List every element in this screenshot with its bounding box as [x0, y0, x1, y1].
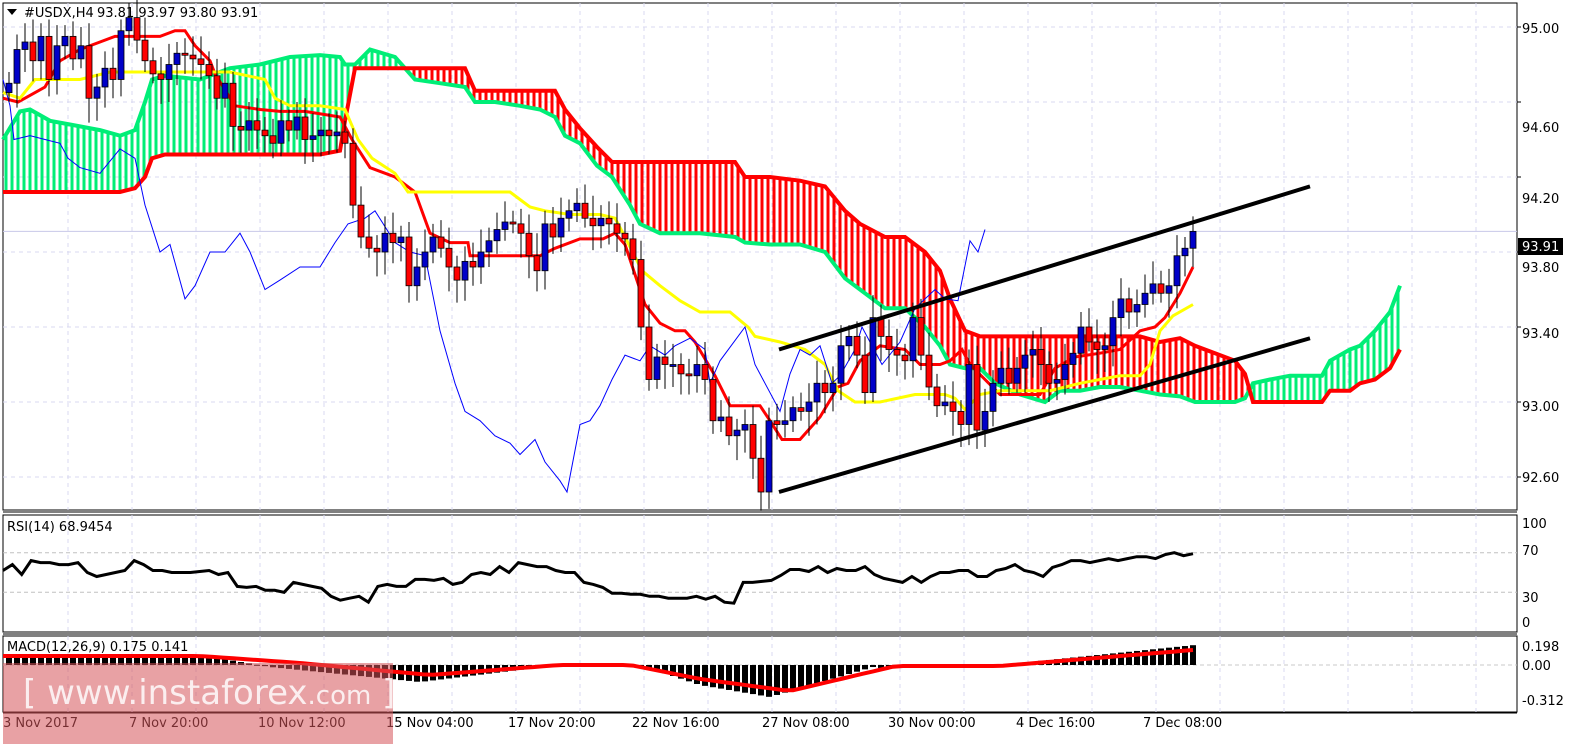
- time-tick: 7 Dec 08:00: [1143, 716, 1222, 731]
- rsi-tick: 0: [1522, 616, 1530, 631]
- upper-trendline: [778, 184, 1311, 352]
- time-tick: 30 Nov 00:00: [888, 716, 976, 731]
- time-tick: 27 Nov 08:00: [762, 716, 850, 731]
- time-tick: 7 Nov 20:00: [129, 716, 208, 731]
- macd-tick: -0.312: [1522, 694, 1564, 709]
- price-tick: 92.60: [1522, 471, 1559, 486]
- current-price-label: 93.91: [1522, 240, 1559, 255]
- trend-channel-lines[interactable]: [778, 184, 1311, 494]
- time-tick: 10 Nov 12:00: [258, 716, 346, 731]
- price-candles: [5, 0, 1197, 511]
- time-tick: 4 Dec 16:00: [1016, 716, 1095, 731]
- price-tick: 93.40: [1522, 327, 1559, 342]
- price-tick: 93.80: [1522, 261, 1559, 276]
- macd-axis: 0.198 0.00 -0.312: [1522, 640, 1564, 709]
- rsi-tick: 70: [1522, 544, 1539, 559]
- time-tick: 22 Nov 16:00: [632, 716, 720, 731]
- macd-tick: 0.198: [1522, 640, 1559, 655]
- lower-trendline: [778, 336, 1311, 494]
- rsi-tick: 100: [1522, 517, 1547, 532]
- rsi-label: RSI(14) 68.9454: [7, 520, 113, 535]
- ichimoku-lines: [2, 29, 1195, 494]
- triangle-down-icon[interactable]: [7, 9, 17, 15]
- price-tick: 94.60: [1522, 121, 1559, 136]
- rsi-axis: 100 70 30 0: [1522, 517, 1547, 631]
- rsi-tick: 30: [1522, 591, 1539, 606]
- macd-tick: 0.00: [1522, 659, 1551, 674]
- price-tick: 93.00: [1522, 400, 1559, 415]
- price-axis[interactable]: 95.00 94.60 94.20 93.80 93.40 93.00 92.6…: [1518, 22, 1563, 486]
- time-tick: 17 Nov 20:00: [508, 716, 596, 731]
- time-tick: 3 Nov 2017: [3, 716, 78, 731]
- price-tick: 94.20: [1522, 192, 1559, 207]
- price-tick: 95.00: [1522, 22, 1559, 37]
- time-axis[interactable]: 3 Nov 2017 7 Nov 20:00 10 Nov 12:00 15 N…: [3, 716, 1222, 731]
- current-price-marker: [1518, 238, 1563, 255]
- rsi-line: [2, 551, 1194, 605]
- time-tick: 15 Nov 04:00: [386, 716, 474, 731]
- ohlc-label: 93.81 93.97 93.80 93.91: [97, 6, 258, 21]
- symbol-label: #USDX,H4: [24, 6, 94, 21]
